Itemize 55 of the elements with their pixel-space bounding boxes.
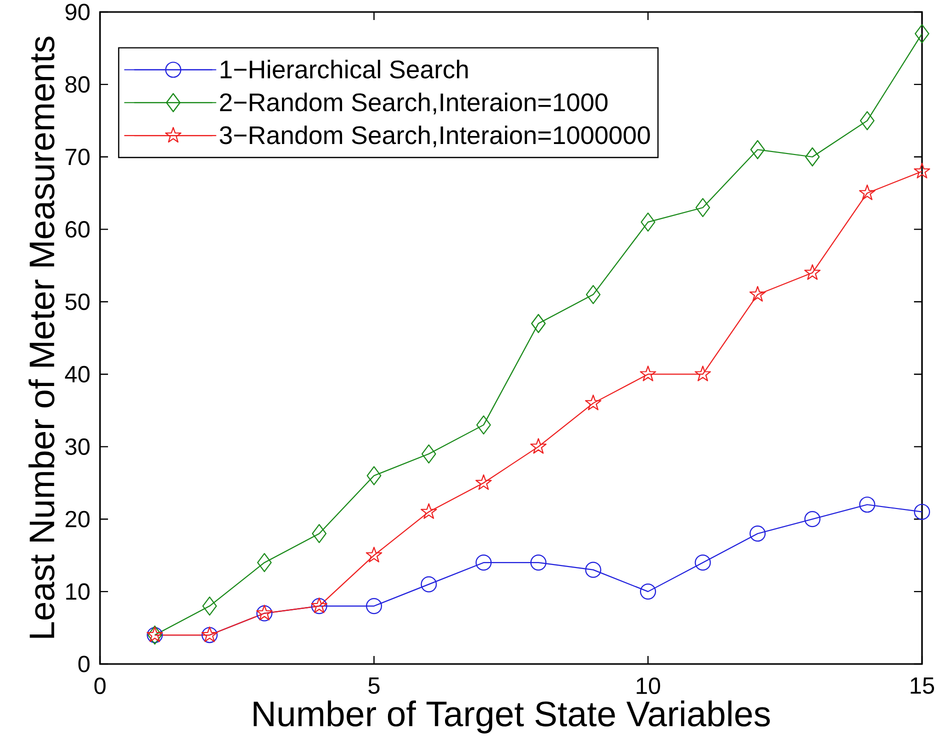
y-tick-label: 20: [66, 510, 90, 528]
point: [531, 314, 546, 334]
point: [694, 366, 711, 382]
point: [420, 576, 437, 592]
y-tick-label: 80: [65, 76, 90, 93]
point: [530, 438, 547, 454]
point: [750, 526, 766, 542]
legend-label: 1−Hierarchical Search: [220, 60, 468, 78]
point: [366, 466, 382, 486]
y-axis-title: Least Number of Meter Measurements: [28, 36, 54, 638]
point: [476, 415, 491, 434]
legend-label: 2−Random Search,Interaion=1000: [220, 92, 608, 114]
point: [750, 140, 765, 160]
point: [202, 596, 217, 616]
y-tick-label: 90: [66, 4, 90, 20]
point: [804, 264, 821, 280]
point: [257, 553, 272, 572]
point: [585, 562, 602, 578]
point: [694, 554, 711, 571]
legend-label: 3−Random Search,Interaion=1000000: [220, 126, 650, 148]
point: [366, 598, 382, 614]
point: [476, 554, 492, 571]
point: [749, 286, 766, 302]
y-tick-label: 60: [66, 221, 90, 238]
point: [860, 111, 875, 130]
y-tick-label: 30: [65, 438, 90, 455]
y-tick-label: 40: [64, 366, 90, 383]
point: [914, 504, 930, 520]
point: [640, 366, 656, 382]
point: [859, 496, 876, 513]
x-tick-label: 5: [368, 678, 380, 694]
point: [696, 198, 710, 218]
x-axis-title: Number of Target State Variables: [254, 700, 770, 734]
y-tick-label: 50: [65, 293, 90, 310]
point: [914, 162, 930, 178]
x-tick-label: 10: [636, 678, 660, 694]
x-tick-label: 0: [94, 678, 106, 694]
point: [859, 184, 876, 200]
point: [422, 444, 436, 464]
point: [914, 24, 930, 44]
point: [475, 474, 492, 490]
y-tick-label: 0: [78, 656, 90, 672]
point: [640, 584, 656, 600]
y-tick-label: 70: [66, 148, 90, 166]
point: [530, 554, 546, 571]
x-tick-label: 15: [910, 678, 934, 694]
point: [585, 394, 602, 410]
point: [312, 524, 327, 544]
point: [805, 147, 820, 166]
point: [586, 284, 601, 304]
point: [366, 546, 382, 562]
point: [804, 511, 820, 528]
y-tick-label: 10: [66, 583, 90, 600]
point: [640, 212, 656, 232]
point: [420, 503, 437, 519]
